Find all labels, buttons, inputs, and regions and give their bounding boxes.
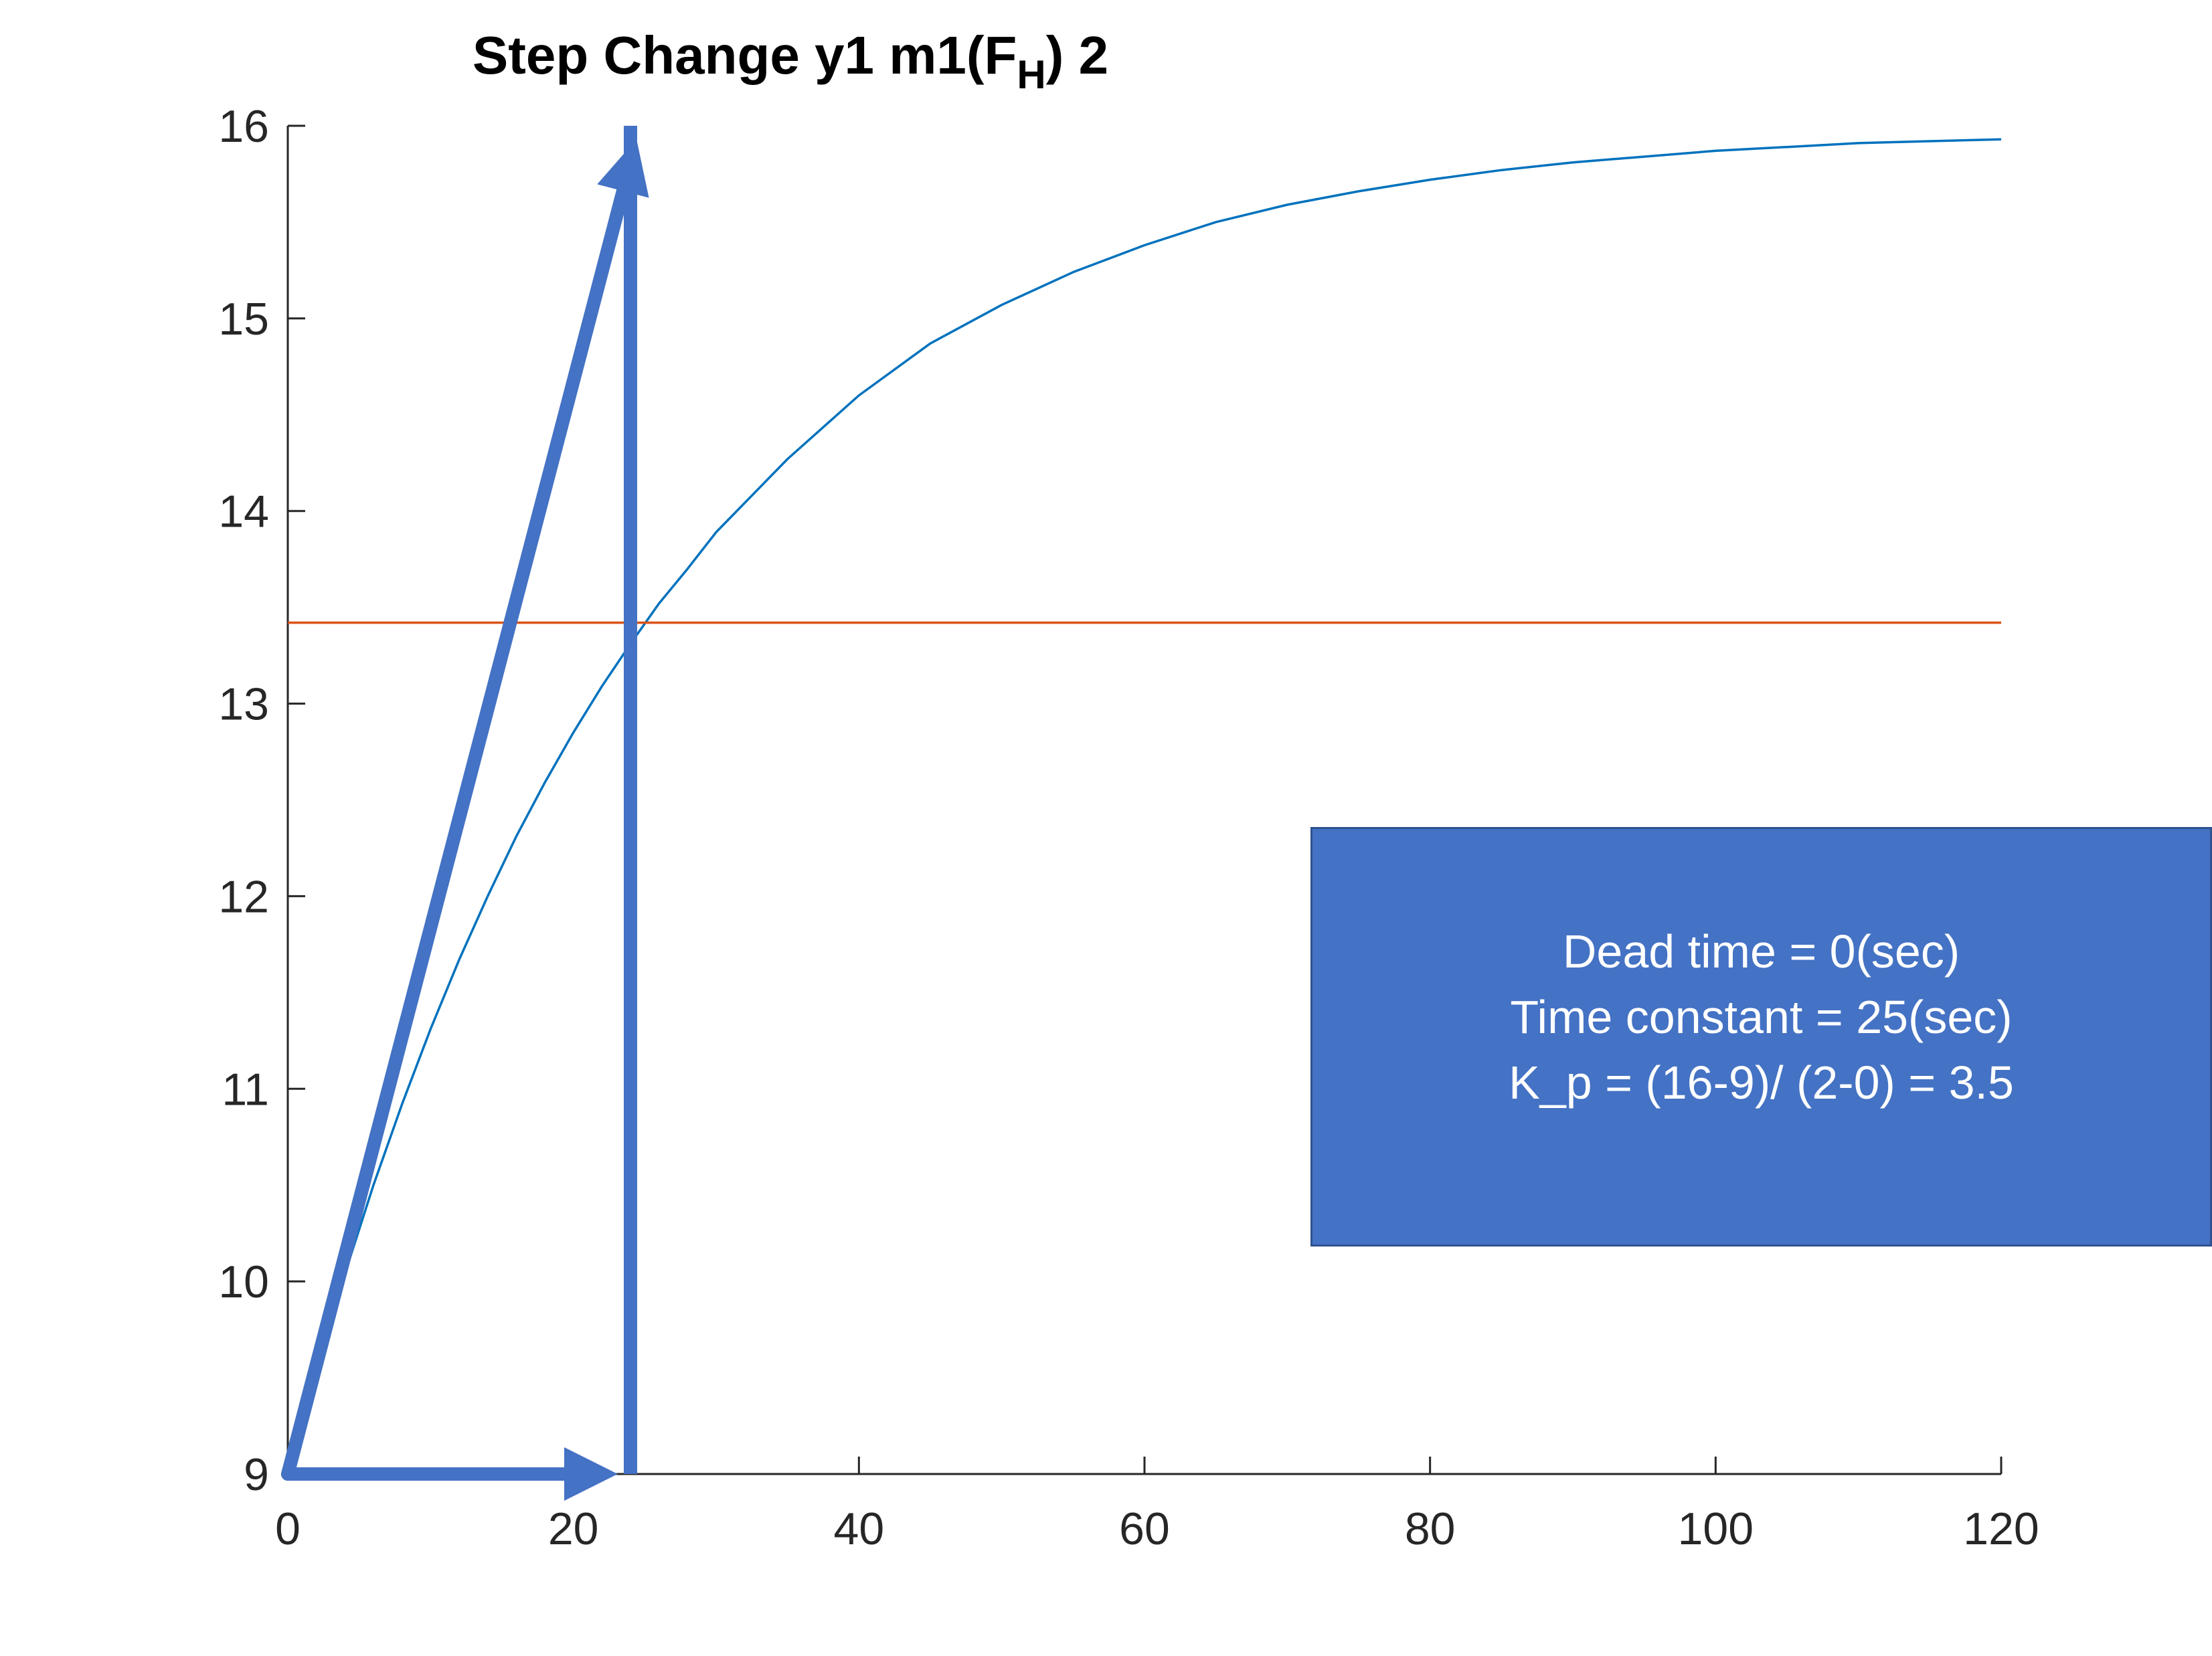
annotation-text-box[interactable]: Dead time = 0(sec) Time constant = 25(se… [1310, 827, 2212, 1247]
x-tick-label: 0 [275, 1503, 301, 1554]
y-tick-label: 14 [218, 486, 269, 537]
y-tick-label: 13 [218, 679, 269, 730]
title-main: Step Change y1 m1(F [473, 25, 1017, 85]
x-tick-label: 40 [834, 1503, 885, 1554]
title-subscript: H [1017, 52, 1045, 97]
annotation-layer [281, 126, 649, 1501]
x-tick-label: 60 [1119, 1503, 1170, 1554]
x-tick-label: 120 [1963, 1503, 2039, 1554]
tangent-arrow [281, 139, 649, 1481]
y-tick-label: 10 [218, 1257, 269, 1307]
x-tick-label: 100 [1678, 1503, 1754, 1554]
y-tick-label: 12 [218, 871, 269, 922]
chart-title: Step Change y1 m1(FH) 2 [473, 25, 1108, 97]
y-tick-label: 9 [244, 1449, 269, 1500]
x-tick-label: 20 [548, 1503, 599, 1554]
series-layer [286, 138, 2002, 1475]
step-response-curve [286, 138, 2002, 1475]
time-constant-text: Time constant = 25(sec) [1510, 990, 2013, 1043]
x-tick-label: 80 [1405, 1503, 1456, 1554]
y-tick-label: 11 [222, 1064, 269, 1115]
y-tick-label: 16 [218, 101, 269, 152]
dead-time-text: Dead time = 0(sec) [1562, 925, 1960, 978]
title-end: ) 2 [1046, 25, 1108, 85]
gain-text: K_p = (16-9)/ (2-0) = 3.5 [1509, 1056, 2014, 1109]
y-tick-label: 15 [218, 294, 269, 345]
